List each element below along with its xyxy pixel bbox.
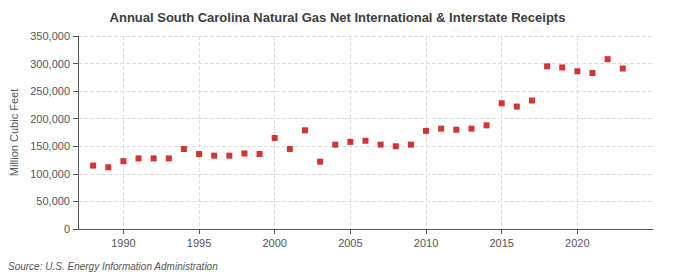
svg-text:350,000: 350,000 (30, 30, 70, 42)
svg-text:50,000: 50,000 (36, 195, 70, 207)
svg-text:150,000: 150,000 (30, 140, 70, 152)
svg-text:2010: 2010 (414, 237, 438, 249)
svg-text:Source: U.S. Energy Informatio: Source: U.S. Energy Information Administ… (8, 261, 218, 272)
svg-text:2000: 2000 (262, 237, 286, 249)
svg-text:2005: 2005 (338, 237, 362, 249)
svg-text:Million Cubic Feet: Million Cubic Feet (8, 89, 20, 176)
svg-text:1990: 1990 (111, 237, 135, 249)
svg-text:100,000: 100,000 (30, 168, 70, 180)
svg-text:250,000: 250,000 (30, 85, 70, 97)
svg-text:2015: 2015 (489, 237, 513, 249)
svg-text:2020: 2020 (565, 237, 589, 249)
svg-text:0: 0 (64, 223, 70, 235)
svg-text:1995: 1995 (187, 237, 211, 249)
svg-text:300,000: 300,000 (30, 58, 70, 70)
svg-text:Annual South Carolina Natural: Annual South Carolina Natural Gas Net In… (110, 10, 566, 25)
svg-text:200,000: 200,000 (30, 113, 70, 125)
